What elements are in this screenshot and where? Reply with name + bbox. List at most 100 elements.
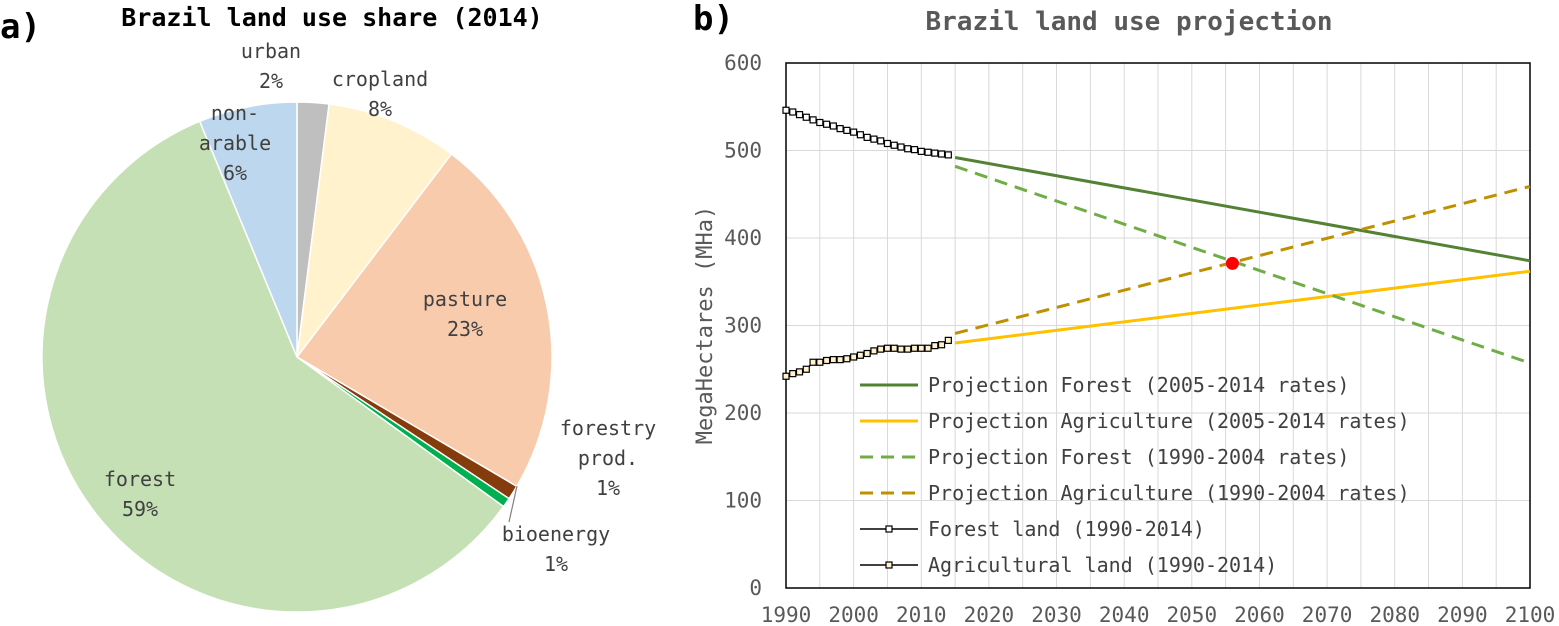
data-point — [843, 355, 851, 363]
legend-marker — [885, 525, 893, 533]
y-tick-label: 500 — [724, 139, 762, 163]
panel-b-letter: b) — [693, 0, 734, 39]
pie-label-forestry: forestry prod. 1% — [560, 416, 656, 500]
data-point — [910, 146, 919, 154]
data-point — [795, 111, 804, 119]
x-tick-label: 1990 — [761, 603, 812, 626]
pie-slice-pasture — [295, 153, 553, 488]
pie-chart: urban 2% cropland 8% pasture 23% forestry prod.… — [41, 39, 656, 613]
data-point — [924, 148, 932, 156]
data-point — [931, 149, 939, 157]
data-point — [863, 349, 871, 358]
pie-label-urban: urban 2% — [241, 39, 301, 93]
data-point — [890, 344, 898, 352]
data-point — [795, 368, 804, 376]
data-point — [937, 341, 946, 349]
y-tick-label: 100 — [724, 489, 762, 513]
series-line-projection-agriculture-2005-2014-rates — [954, 269, 1531, 345]
data-point — [870, 135, 878, 143]
pie-slice-cropland — [295, 103, 453, 360]
x-tick-label: 2070 — [1302, 603, 1353, 626]
x-tick-label: 2060 — [1234, 603, 1285, 626]
pie-label-forest: forest 59% — [104, 467, 176, 521]
y-axis-label: MegaHectares (MHa) — [693, 206, 718, 444]
data-point — [877, 137, 885, 145]
data-point — [816, 118, 824, 127]
data-point — [883, 139, 892, 148]
pie-chart-title: Brazil land use share (2014) — [121, 3, 542, 32]
data-point — [856, 131, 865, 139]
pie-slice-non — [198, 101, 298, 358]
data-point — [850, 353, 858, 361]
x-tick-label: 2100 — [1505, 603, 1556, 626]
data-point — [904, 145, 912, 153]
legend-label-projection-agriculture-2005-2014-rates: Projection Agriculture (2005-2014 rates) — [928, 409, 1410, 433]
data-point — [931, 342, 939, 350]
data-point — [816, 358, 824, 366]
x-tick-label: 2040 — [1099, 603, 1150, 626]
data-point — [897, 345, 905, 353]
x-tick-label: 2030 — [1031, 603, 1082, 626]
y-tick-label: 300 — [724, 314, 762, 338]
legend-label-forest-land-1990-2014: Forest land (1990-2014) — [928, 517, 1205, 541]
legend-marker — [885, 561, 893, 569]
pie-label-non: non-arable 6% — [199, 101, 271, 185]
data-point — [802, 113, 810, 121]
x-tick-label: 2000 — [828, 603, 879, 626]
x-tick-label: 2090 — [1437, 603, 1488, 626]
data-point — [883, 344, 892, 352]
bioenergy-leader-line — [508, 485, 518, 523]
plot-area-border — [785, 62, 1531, 589]
data-point — [890, 141, 898, 149]
pie-label-cropland: cropland 8% — [332, 67, 428, 121]
data-point — [877, 345, 885, 353]
x-tick-label: 2020 — [964, 603, 1015, 626]
line-chart: 1990 2000 2010 2020 2030 2040 2050 2060 2070 2080… — [724, 51, 1555, 626]
data-point — [822, 356, 831, 365]
y-tick-label: 200 — [724, 401, 762, 425]
pie-label-bioenergy: bioenergy 1% — [502, 522, 610, 576]
data-point — [809, 116, 817, 124]
intersection-marker — [1225, 256, 1239, 270]
data-point — [944, 151, 952, 159]
data-point — [789, 370, 797, 378]
x-tick-label: 2080 — [1369, 603, 1420, 626]
legend-label-agricultural-land-1990-2014: Agricultural land (1990-2014) — [928, 553, 1277, 577]
y-tick-label: 600 — [724, 51, 762, 75]
data-point — [917, 147, 925, 155]
data-point — [937, 150, 946, 158]
legend-label-projection-agriculture-1990-2004-rates: Projection Agriculture (1990-2004 rates) — [928, 481, 1410, 505]
data-point — [917, 344, 925, 352]
data-point — [850, 128, 858, 136]
data-point — [944, 336, 952, 344]
pie-slice-forest — [41, 120, 505, 613]
series-line-projection-forest-1990-2004-rates — [954, 164, 1531, 365]
data-point — [789, 108, 797, 116]
data-point — [836, 125, 844, 133]
data-point — [870, 347, 878, 355]
data-point — [924, 344, 932, 352]
data-point — [829, 356, 837, 364]
data-point — [863, 133, 871, 141]
data-point — [782, 106, 790, 114]
line-chart-title: Brazil land use projection — [926, 7, 1333, 37]
data-point — [836, 356, 844, 364]
data-point — [904, 345, 912, 353]
x-tick-label: 2010 — [896, 603, 947, 626]
data-point — [897, 143, 905, 151]
y-tick-label: 0 — [749, 576, 762, 600]
x-tick-label: 2050 — [1167, 603, 1218, 626]
data-point — [829, 122, 837, 130]
data-point — [802, 365, 810, 373]
panel-a-letter: a) — [0, 7, 41, 47]
y-tick-label: 400 — [724, 226, 762, 250]
data-point — [843, 126, 851, 134]
data-point — [782, 372, 790, 380]
legend-label-projection-forest-2005-2014-rates: Projection Forest (2005-2014 rates) — [928, 373, 1349, 397]
legend-label-projection-forest-1990-2004-rates: Projection Forest (1990-2004 rates) — [928, 445, 1349, 469]
data-point — [822, 120, 831, 128]
pie-label-pasture: pasture 23% — [423, 287, 507, 341]
data-point — [809, 358, 817, 366]
data-point — [910, 344, 919, 352]
